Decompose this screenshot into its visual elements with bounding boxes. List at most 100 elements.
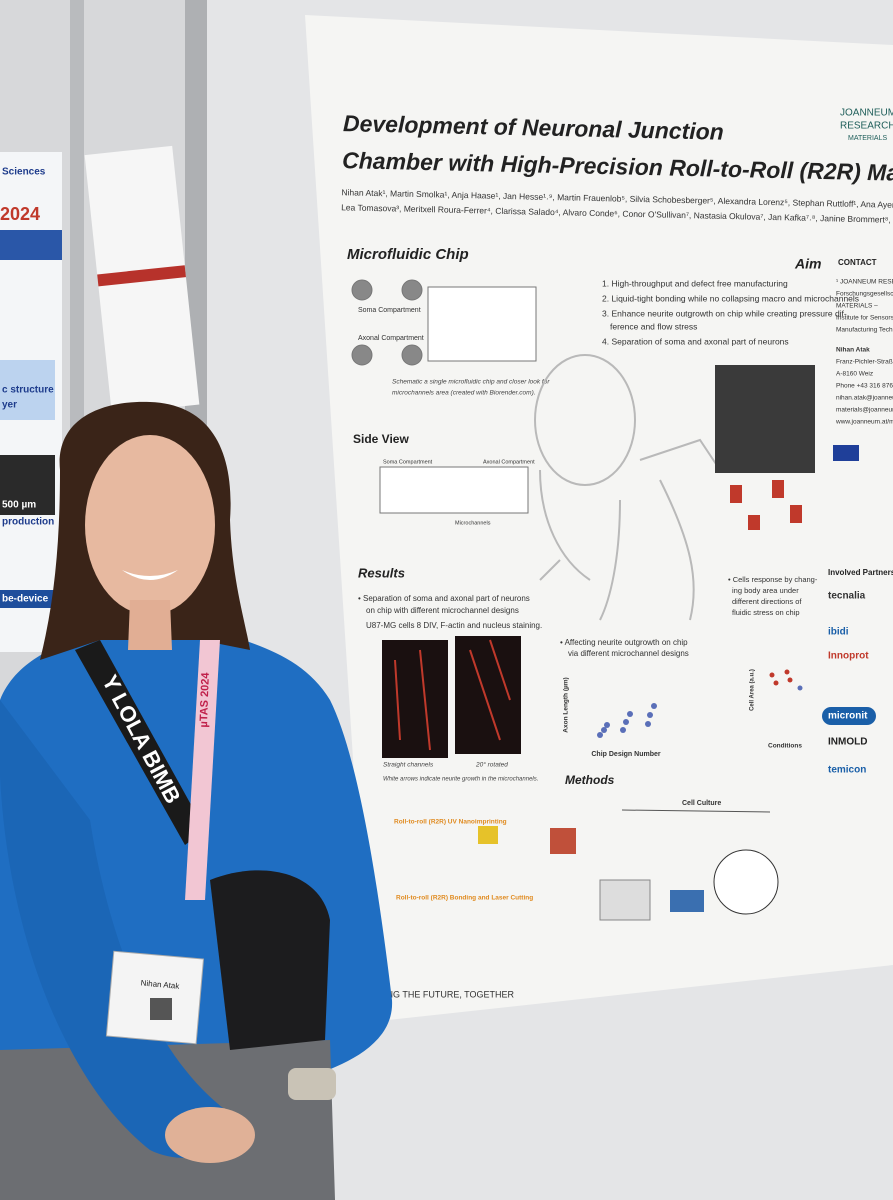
contact-line: Manufacturing Techn <box>836 327 893 334</box>
axis-title: Chip Design Number <box>591 751 661 758</box>
text: • Cells response by chang- <box>728 575 818 584</box>
lanyard-strap <box>185 640 220 900</box>
smile <box>122 570 178 580</box>
chip-diagram <box>351 279 537 366</box>
left-poster-text: 2024 <box>0 204 40 224</box>
left-poster-text: c structure <box>2 385 54 396</box>
label: Cell Culture <box>682 800 721 807</box>
method-step: Roll-to-roll (R2R) Bonding and Laser Cut… <box>396 895 533 902</box>
contact-line: ¹ JOANNEUM RESEAR <box>836 279 893 286</box>
hands <box>165 1107 255 1163</box>
icon <box>478 826 498 844</box>
contact-line: www.joanneum.at/ma <box>835 419 893 426</box>
contact-line: Phone +43 316 876 - <box>836 383 893 390</box>
text: U87-MG cells 8 DIV, F-actin and nucleus … <box>366 621 542 630</box>
watch <box>288 1068 336 1100</box>
partner-logo: INMOLD <box>828 737 867 748</box>
text: fluidic stress on chip <box>732 608 800 617</box>
contact-line: materials@joanneum <box>836 407 893 414</box>
section-heading: Microfluidic Chip <box>347 246 469 263</box>
partner-logo: temicon <box>828 765 866 776</box>
left-poster-text: 500 µm <box>2 500 36 511</box>
timeline <box>621 809 771 813</box>
contact-line: Franz-Pichler-Straße <box>836 359 893 366</box>
aim-item: 2. Liquid-tight bonding while no collaps… <box>602 293 859 303</box>
face <box>85 435 215 615</box>
badge-name: Nihan Atak <box>140 978 180 990</box>
caption: 20° rotated <box>475 761 508 769</box>
contact-line: Nihan Atak <box>836 347 870 354</box>
section-heading: Aim <box>794 256 821 272</box>
axis-title: Axon Length (µm) <box>563 677 570 732</box>
rocker <box>670 890 704 912</box>
label: Axonal Compartment <box>483 459 535 465</box>
text: on chip with different microchannel desi… <box>366 606 519 615</box>
image <box>0 455 55 515</box>
logo: JOANNEUM <box>840 108 893 119</box>
aim-item: 4. Separation of soma and axonal part of… <box>602 336 789 346</box>
section-heading: CONTACT <box>838 258 877 267</box>
neuron-illustration <box>534 354 721 621</box>
label: Soma Compartment <box>383 459 433 465</box>
axis-title: Conditions <box>768 743 802 750</box>
section-heading: Side View <box>353 432 409 446</box>
band <box>0 590 62 608</box>
axis-title: Cell Area (a.u.) <box>750 669 756 711</box>
neck <box>128 600 172 650</box>
side-diagram <box>379 466 529 514</box>
caption: Schematic a single microfluidic chip and… <box>392 379 550 386</box>
label: Soma Compartment <box>358 307 421 314</box>
logo: MATERIALS <box>848 135 887 142</box>
left-poster-text: be-device <box>2 594 49 605</box>
contact-line: nihan.atak@joanneum <box>836 395 893 402</box>
scatter-plot <box>769 669 803 691</box>
qr-code <box>550 828 576 854</box>
contact-line: A-8160 Weiz <box>836 371 873 378</box>
neurites <box>394 639 511 751</box>
caption: Straight channels <box>383 762 434 769</box>
partner-badge <box>822 707 876 725</box>
contact-line: MATERIALS – <box>836 303 878 310</box>
chip-image <box>599 879 651 921</box>
left-poster-text: production <box>2 517 54 528</box>
left-poster-text: yer <box>2 400 17 411</box>
caption: White arrows indicate neurite growth in … <box>383 777 538 783</box>
sem-images <box>715 365 815 473</box>
contact-line: Forschungsgesellsch <box>836 291 893 298</box>
lanyard-text: µTAS 2024 <box>198 671 212 727</box>
badge <box>105 950 205 1045</box>
text: different directions of <box>732 597 802 606</box>
partner-logo: Innoprot <box>828 651 869 662</box>
label: Microchannels <box>455 520 491 526</box>
aim-item: ference and flow stress <box>610 321 697 331</box>
partner-logo: micronit <box>828 711 868 722</box>
badge-qr <box>150 998 172 1020</box>
footer: APING THE FUTURE, TOGETHER <box>372 989 515 999</box>
arm <box>0 700 242 1158</box>
micrograph <box>455 636 521 754</box>
eu-flag <box>833 445 859 461</box>
band <box>0 230 62 260</box>
contact-line: Institute for Sensors, <box>836 315 893 322</box>
aim-item: 3. Enhance neurite outgrowth on chip whi… <box>602 308 847 318</box>
poster <box>305 15 893 1022</box>
label: Axonal Compartment <box>358 335 424 342</box>
logo: RESEARCH <box>840 121 893 132</box>
method-step: Roll-to-roll (R2R) UV Nanoimprinting <box>394 819 507 826</box>
zoom <box>713 849 779 915</box>
section-heading: Involved Partners <box>828 568 893 577</box>
text: ing body area under <box>732 586 799 595</box>
scatter-plot <box>597 703 657 738</box>
section-heading: Results <box>358 565 405 580</box>
partner-logo: ibidi <box>828 627 849 638</box>
left-poster-text: Sciences <box>2 167 46 178</box>
lanyard-strap <box>75 640 205 845</box>
aim-item: 1. High-throughput and defect free manuf… <box>602 278 788 288</box>
micrograph <box>382 640 448 758</box>
text: via different microchannel designs <box>568 649 689 658</box>
section-heading: Methods <box>565 773 615 787</box>
partner-logo: tecnalia <box>828 591 866 602</box>
text: • Affecting neurite outgrowth on chip <box>560 638 688 647</box>
caption: microchannels area (created with Biorend… <box>392 390 536 397</box>
reservoirs <box>730 480 802 530</box>
